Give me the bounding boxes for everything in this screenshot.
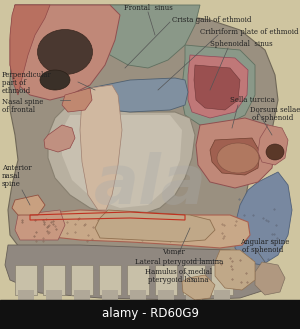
Polygon shape: [182, 45, 255, 125]
Polygon shape: [44, 125, 75, 152]
Ellipse shape: [217, 143, 259, 173]
Text: ethmoid: ethmoid: [2, 87, 31, 95]
Text: spine: spine: [2, 180, 21, 188]
Text: nasal: nasal: [2, 172, 21, 180]
Bar: [99, 265, 121, 295]
Bar: [186, 290, 202, 302]
Polygon shape: [18, 210, 250, 248]
Bar: [43, 265, 65, 295]
Bar: [211, 265, 233, 295]
Polygon shape: [188, 55, 248, 118]
Text: Sphenoidal  sinus: Sphenoidal sinus: [210, 40, 273, 48]
Text: Anterior: Anterior: [2, 164, 32, 172]
Polygon shape: [10, 5, 120, 100]
Text: Frontal  sinus: Frontal sinus: [124, 4, 172, 12]
Text: alamy - RD60G9: alamy - RD60G9: [101, 308, 199, 320]
Polygon shape: [8, 5, 278, 290]
Bar: [0, 300, 300, 329]
Text: of sphenoid: of sphenoid: [252, 114, 293, 122]
Polygon shape: [255, 262, 285, 295]
Bar: [183, 265, 205, 295]
Bar: [71, 265, 93, 295]
Text: ala: ala: [94, 152, 206, 218]
Text: of frontal: of frontal: [2, 106, 35, 114]
Polygon shape: [194, 65, 240, 110]
Ellipse shape: [266, 144, 284, 160]
Text: Perpendicular: Perpendicular: [2, 71, 52, 79]
Bar: [15, 265, 37, 295]
Polygon shape: [215, 250, 255, 290]
Text: of sphenoid: of sphenoid: [242, 246, 283, 254]
Text: part of: part of: [2, 79, 26, 87]
Polygon shape: [100, 5, 200, 68]
Polygon shape: [80, 85, 122, 210]
Text: Dorsum sellae: Dorsum sellae: [250, 106, 300, 114]
Bar: [74, 290, 90, 302]
Text: Sella turcica: Sella turcica: [230, 96, 275, 104]
Polygon shape: [15, 210, 65, 240]
Text: Lateral pterygoid lamina: Lateral pterygoid lamina: [135, 258, 224, 266]
Bar: [214, 290, 230, 302]
Polygon shape: [62, 115, 182, 208]
Text: Crista galli of ethmoid: Crista galli of ethmoid: [172, 16, 251, 24]
Polygon shape: [48, 108, 195, 215]
Polygon shape: [210, 138, 260, 175]
Polygon shape: [258, 125, 288, 165]
Bar: [158, 290, 174, 302]
Text: pterygoid lamina: pterygoid lamina: [148, 276, 208, 284]
Polygon shape: [5, 245, 270, 300]
Ellipse shape: [40, 70, 70, 90]
Polygon shape: [182, 275, 215, 300]
Text: Cribriform plate of ethmoid: Cribriform plate of ethmoid: [200, 28, 298, 36]
Text: Nasal spine: Nasal spine: [2, 98, 44, 106]
Text: Angular spine: Angular spine: [240, 238, 290, 246]
Polygon shape: [235, 172, 292, 265]
Ellipse shape: [38, 30, 92, 74]
Bar: [18, 290, 34, 302]
Bar: [46, 290, 62, 302]
Bar: [130, 290, 146, 302]
Polygon shape: [95, 210, 215, 242]
Text: Vomer: Vomer: [162, 248, 185, 256]
Polygon shape: [196, 118, 275, 188]
Bar: [102, 290, 118, 302]
Polygon shape: [10, 5, 50, 95]
Text: Hamulus of medial: Hamulus of medial: [145, 268, 212, 276]
Polygon shape: [12, 195, 45, 215]
Bar: [127, 265, 149, 295]
Bar: [155, 265, 177, 295]
Polygon shape: [68, 78, 188, 112]
Polygon shape: [62, 88, 92, 112]
